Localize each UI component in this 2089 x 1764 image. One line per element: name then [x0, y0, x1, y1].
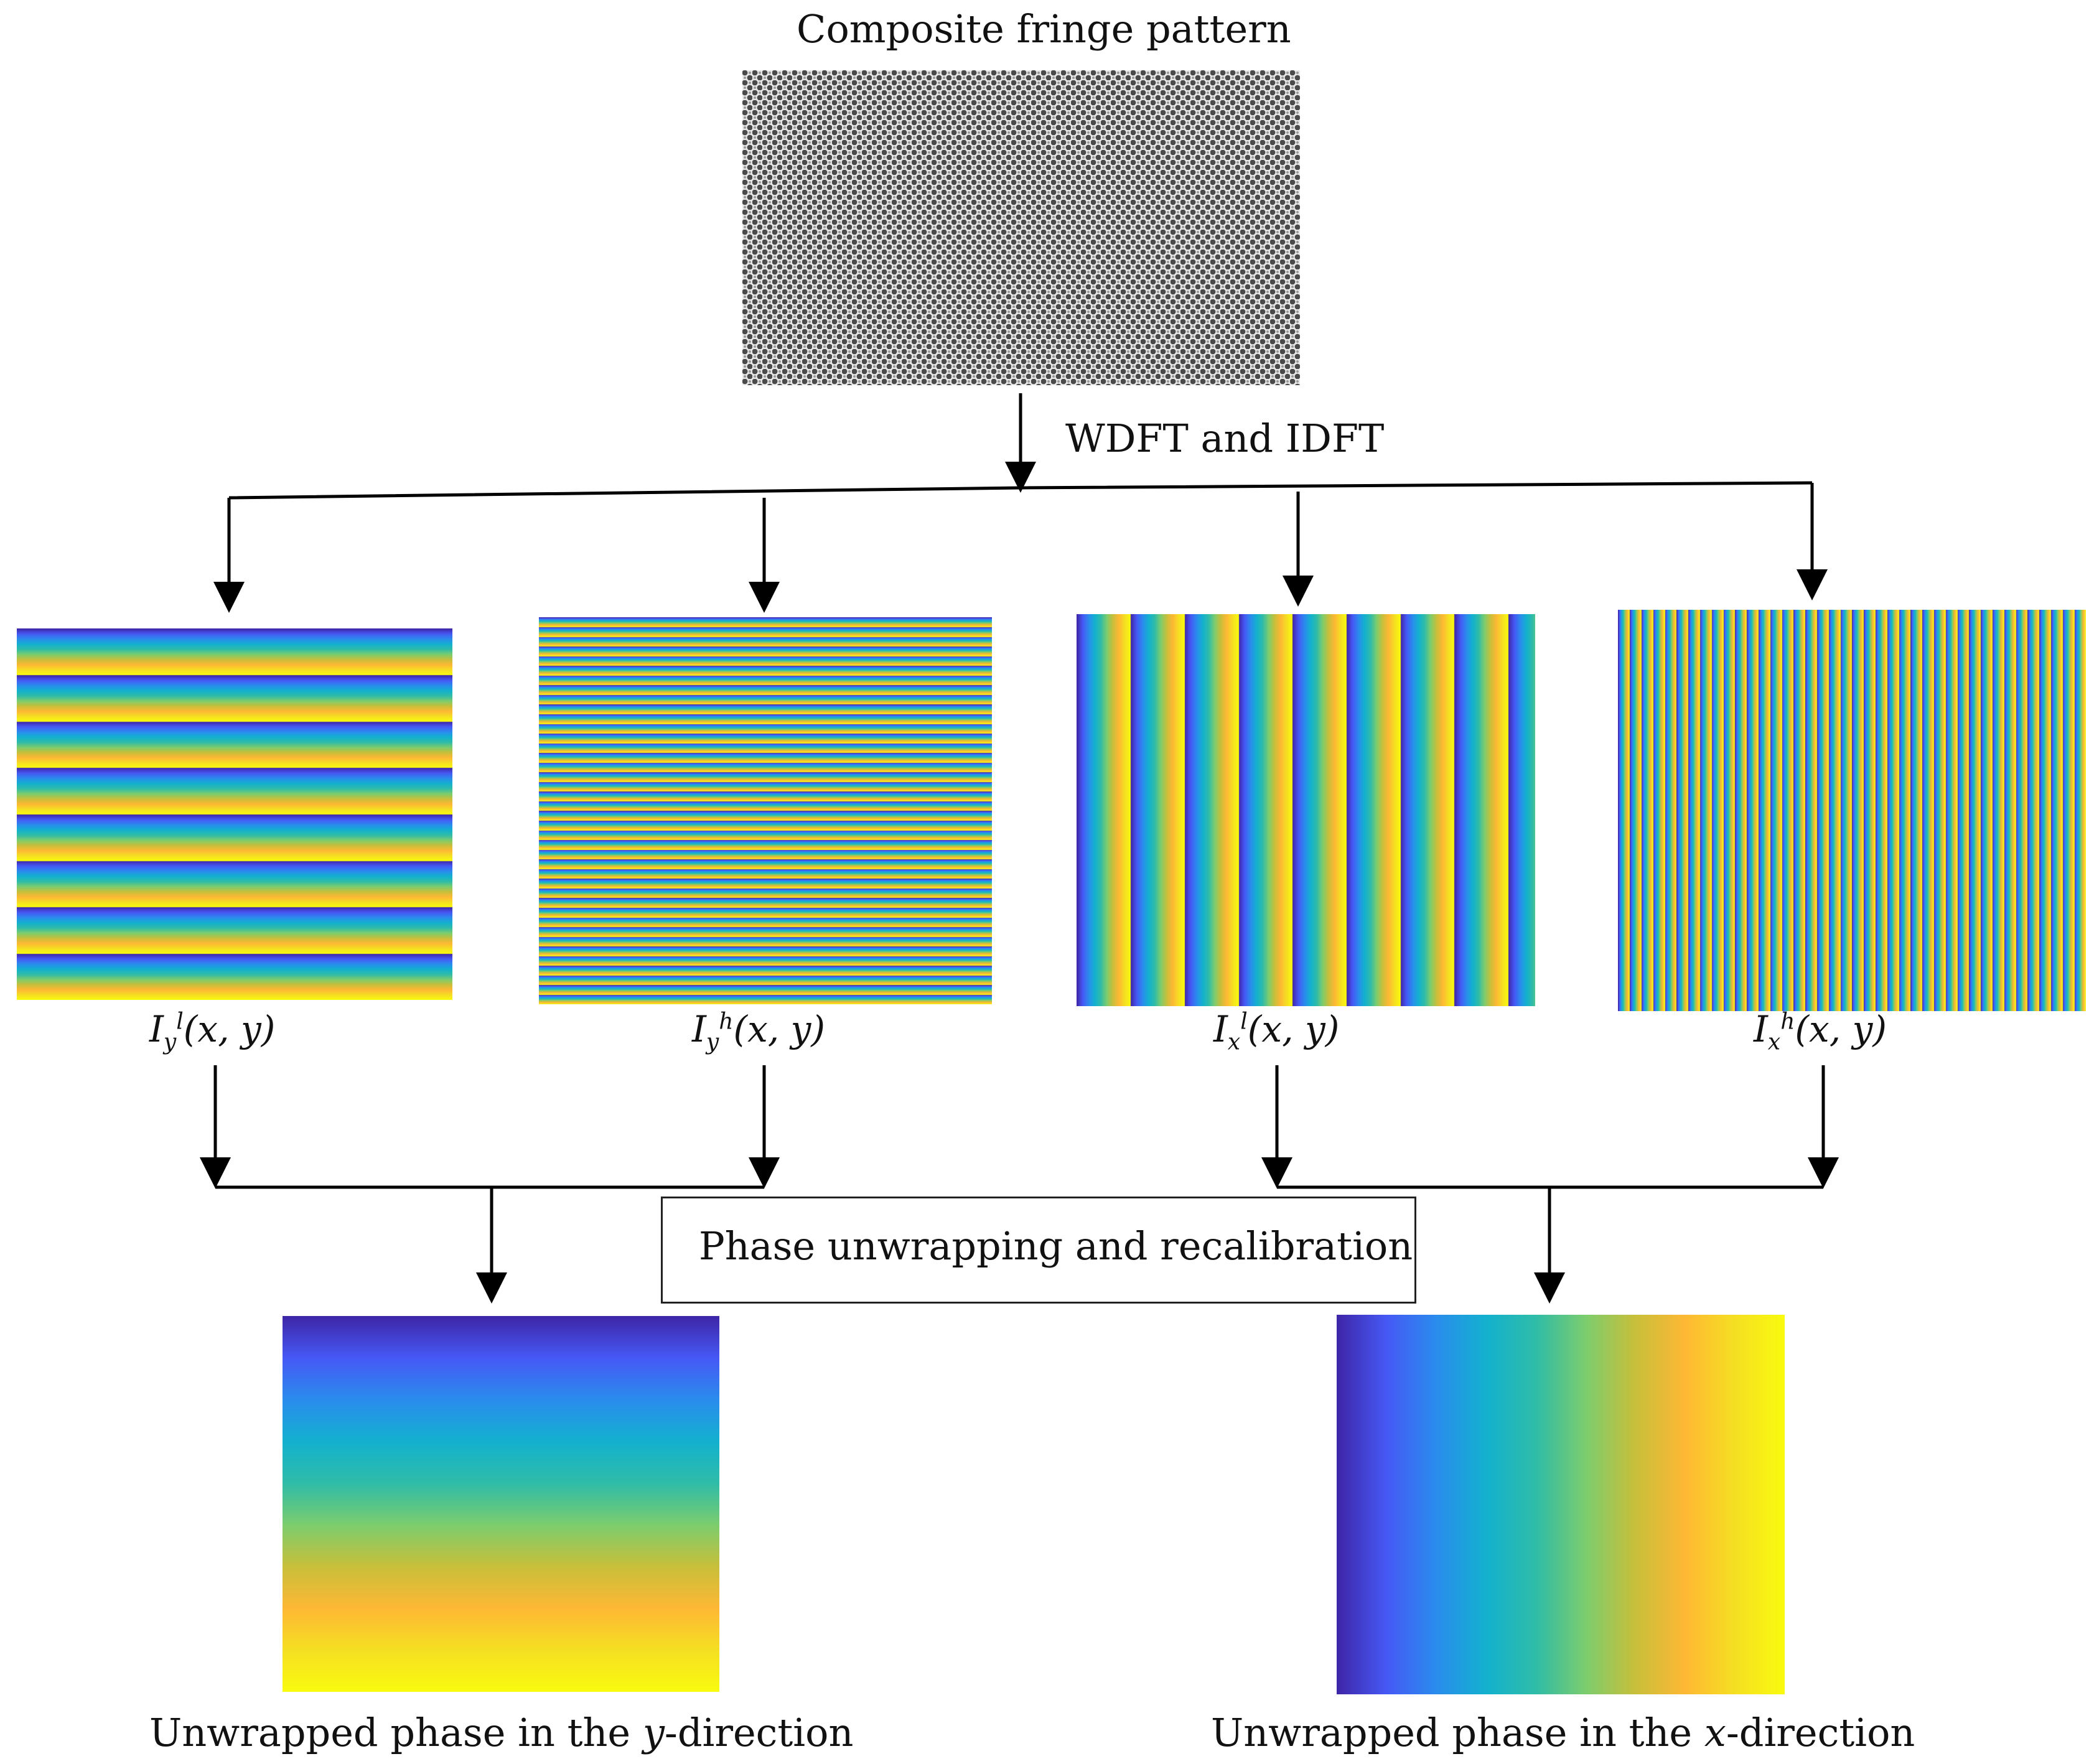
fringe-iy-high-image: [539, 617, 992, 1004]
fringe-iy-low-image: [17, 628, 452, 1000]
fringe-ix-high-image: [1618, 610, 2086, 1011]
arrowhead-output-x: [1534, 1272, 1565, 1304]
arrowhead-merge-iy-h: [749, 1157, 780, 1188]
arrowhead-iy-h: [749, 582, 780, 613]
arrowhead-split: [1005, 462, 1036, 493]
composite-fringe-image: [742, 70, 1300, 385]
label-iy-low: Iyl(x, y): [149, 1008, 276, 1055]
process-box: Phase unwrapping and recalibration: [661, 1197, 1416, 1304]
unwrapped-phase-y-image: [283, 1316, 719, 1692]
process-box-label: Phase unwrapping and recalibration: [699, 1223, 1413, 1269]
step-label: WDFT and IDFT: [1065, 416, 1385, 461]
label-iy-high: Iyh(x, y): [692, 1008, 826, 1055]
arrowhead-output-y: [476, 1272, 507, 1304]
unwrapped-phase-x-image: [1337, 1315, 1785, 1694]
arrowhead-ix-l: [1283, 576, 1314, 607]
caption-output-x: Unwrapped phase in the x-direction: [1211, 1710, 1915, 1755]
fringe-ix-low-image: [1077, 614, 1535, 1006]
arrowhead-iy-l: [213, 582, 245, 613]
label-ix-high: Ixh(x, y): [1754, 1008, 1887, 1055]
arrowhead-merge-iy-l: [200, 1157, 231, 1188]
label-ix-low: Ixl(x, y): [1213, 1008, 1340, 1055]
caption-output-y: Unwrapped phase in the y-direction: [149, 1710, 854, 1755]
arrowhead-merge-ix-h: [1808, 1157, 1839, 1188]
diagram-title: Composite fringe pattern: [797, 6, 1291, 52]
arrowhead-ix-h: [1797, 569, 1828, 600]
arrowhead-merge-ix-l: [1261, 1157, 1292, 1188]
